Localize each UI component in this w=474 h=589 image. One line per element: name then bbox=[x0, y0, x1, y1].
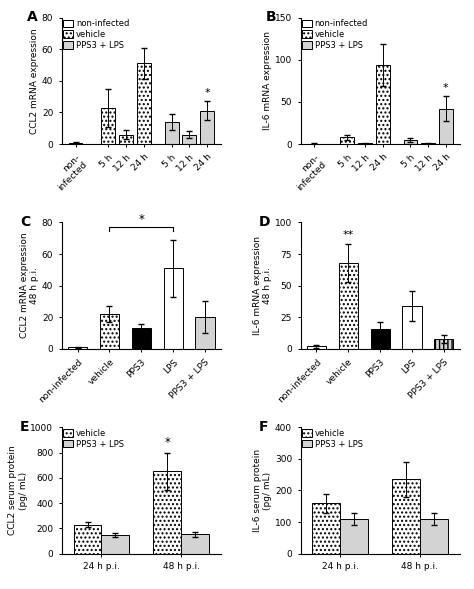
Bar bbox=[421, 143, 435, 144]
Text: *: * bbox=[204, 88, 210, 98]
Legend: non-infected, vehicle, PPS3 + LPS: non-infected, vehicle, PPS3 + LPS bbox=[301, 18, 369, 51]
Bar bbox=[312, 503, 340, 554]
Bar bbox=[371, 329, 390, 349]
Bar bbox=[68, 348, 87, 349]
Bar bbox=[200, 111, 214, 144]
Bar bbox=[101, 108, 115, 144]
Bar bbox=[439, 109, 453, 144]
Text: **: ** bbox=[343, 230, 354, 240]
Bar bbox=[164, 122, 179, 144]
Bar bbox=[339, 263, 358, 349]
Bar bbox=[376, 65, 390, 144]
Bar bbox=[307, 346, 326, 349]
Bar bbox=[434, 339, 454, 349]
Bar bbox=[132, 328, 151, 349]
Text: *: * bbox=[443, 83, 449, 93]
Y-axis label: IL-6 serum protein
(pg/ mL): IL-6 serum protein (pg/ mL) bbox=[253, 449, 272, 532]
Text: A: A bbox=[27, 10, 37, 24]
Bar bbox=[100, 314, 119, 349]
Bar bbox=[73, 525, 101, 554]
Bar bbox=[403, 140, 418, 144]
Legend: vehicle, PPS3 + LPS: vehicle, PPS3 + LPS bbox=[301, 428, 364, 449]
Text: B: B bbox=[265, 10, 276, 24]
Bar bbox=[137, 64, 151, 144]
Bar bbox=[392, 479, 420, 554]
Text: E: E bbox=[20, 419, 30, 434]
Legend: vehicle, PPS3 + LPS: vehicle, PPS3 + LPS bbox=[63, 428, 125, 449]
Bar bbox=[402, 306, 421, 349]
Bar bbox=[119, 135, 133, 144]
Bar bbox=[153, 471, 181, 554]
Legend: non-infected, vehicle, PPS3 + LPS: non-infected, vehicle, PPS3 + LPS bbox=[63, 18, 130, 51]
Y-axis label: CCL2 mRNA expression: CCL2 mRNA expression bbox=[30, 28, 39, 134]
Bar bbox=[340, 137, 354, 144]
Bar bbox=[358, 143, 372, 144]
Bar bbox=[181, 534, 209, 554]
Text: D: D bbox=[259, 215, 271, 229]
Bar bbox=[420, 519, 448, 554]
Y-axis label: CCL2 mRNA expression
48 h p.i.: CCL2 mRNA expression 48 h p.i. bbox=[19, 233, 39, 339]
Text: *: * bbox=[138, 213, 144, 226]
Y-axis label: CCL2 serum protein
(pg/ mL): CCL2 serum protein (pg/ mL) bbox=[8, 446, 27, 535]
Y-axis label: IL-6 mRNA expression: IL-6 mRNA expression bbox=[263, 31, 272, 130]
Bar bbox=[195, 317, 215, 349]
Text: *: * bbox=[164, 436, 170, 449]
Bar bbox=[164, 268, 182, 349]
Bar bbox=[101, 535, 129, 554]
Bar bbox=[340, 519, 368, 554]
Bar bbox=[182, 135, 196, 144]
Text: C: C bbox=[20, 215, 30, 229]
Text: F: F bbox=[259, 419, 269, 434]
Y-axis label: IL-6 mRNA expression
48 h p.i.: IL-6 mRNA expression 48 h p.i. bbox=[253, 236, 272, 335]
Bar bbox=[69, 143, 82, 144]
